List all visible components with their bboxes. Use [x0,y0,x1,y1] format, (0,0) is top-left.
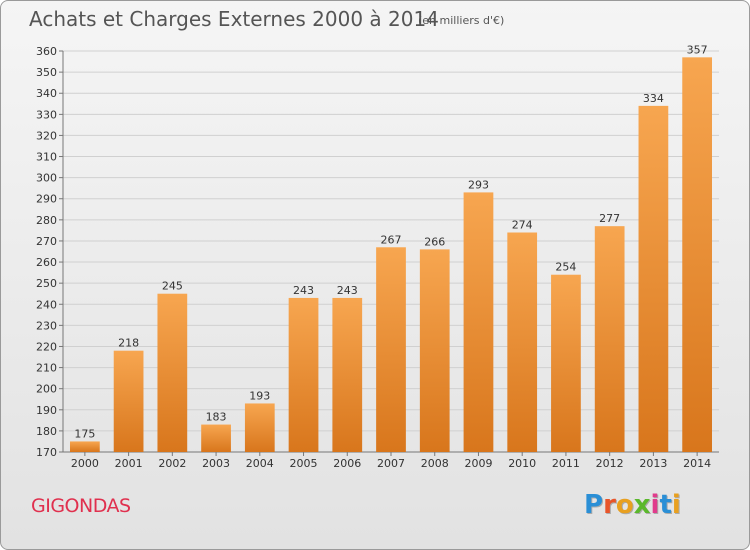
commune-name: GIGONDAS [31,495,131,517]
y-tick-label: 260 [36,256,57,269]
x-tick-label-2012: 2012 [596,457,624,470]
x-tick-label-2003: 2003 [202,457,230,470]
x-tick-label-2005: 2005 [290,457,318,470]
y-tick-label: 310 [36,151,57,164]
logo-letter: x [633,490,651,520]
y-tick-label: 170 [36,446,57,459]
x-tick-label-2011: 2011 [552,457,580,470]
y-tick-label: 210 [36,362,57,375]
value-label-2000: 175 [74,427,95,440]
value-label-2014: 357 [687,43,708,56]
y-tick-label: 280 [36,214,57,227]
value-label-2013: 334 [643,92,664,105]
logo-letter: t [659,490,672,520]
value-label-2004: 193 [249,389,270,402]
x-tick-label-2007: 2007 [377,457,405,470]
y-tick-label: 360 [36,45,57,58]
x-tick-labels: 2000 2001 2002 2003 2004 2005 2006 2007 2008 2009… [71,452,711,470]
x-tick-label-2002: 2002 [158,457,186,470]
value-label-2011: 254 [555,261,576,274]
y-tick-label: 190 [36,404,57,417]
bar-2002 [157,293,188,452]
bar-2010 [507,232,538,452]
x-tick-label-2004: 2004 [246,457,274,470]
bar-2005 [288,297,319,452]
value-label-2009: 293 [468,178,489,191]
bars [69,57,713,453]
bar-2013 [638,105,669,452]
y-tick-label: 270 [36,235,57,248]
x-tick-label-2010: 2010 [508,457,536,470]
y-tick-label: 200 [36,383,57,396]
value-label-2002: 245 [162,280,183,293]
bar-2000 [69,441,100,452]
x-tick-label-2008: 2008 [421,457,449,470]
value-label-2008: 266 [424,235,445,248]
value-label-2012: 277 [599,212,620,225]
bar-2012 [594,226,625,452]
logo-letter: i [650,490,660,520]
y-tick-label: 240 [36,298,57,311]
logo-letter: i [671,490,681,520]
y-tick-label: 330 [36,108,57,121]
y-tick-label: 300 [36,172,57,185]
y-tick-label: 320 [36,129,57,142]
bar-2006 [332,297,363,452]
bar-2009 [463,192,494,452]
x-tick-label-2001: 2001 [115,457,143,470]
value-label-2007: 267 [381,233,402,246]
chart-subtitle: (en milliers d'€) [418,14,505,27]
x-tick-label-2013: 2013 [639,457,667,470]
value-label-2010: 274 [512,219,533,232]
y-tick-label: 350 [36,66,57,79]
bar-2003 [201,424,231,452]
value-label-2001: 218 [118,337,139,350]
y-tick-labels: 170 180 190 200 210 220 230 240 250 260 270 280 290 3… [36,45,57,459]
y-tick-label: 290 [36,193,57,206]
bar-2014 [682,57,713,453]
y-tick-label: 250 [36,277,57,290]
bar-2001 [113,350,144,452]
x-tick-label-2006: 2006 [333,457,361,470]
chart-title: Achats et Charges Externes 2000 à 2014 [29,7,439,31]
bar-2011 [551,274,581,452]
logo-letter: o [615,490,634,520]
y-tick-label: 230 [36,319,57,332]
bar-2008 [419,249,450,452]
value-label-2003: 183 [206,411,227,424]
logo-letter: r [603,490,616,520]
bar-2004 [244,403,275,452]
y-tick-label: 220 [36,340,57,353]
x-tick-label-2000: 2000 [71,457,99,470]
logo-letter: P [584,490,604,520]
value-labels: 175 218 245 183 193 243 243 267 266 293 274 254 277 3… [74,43,707,440]
bar-2007 [376,247,406,452]
y-tick-label: 180 [36,425,57,438]
value-label-2006: 243 [337,284,358,297]
y-tick-label: 340 [36,87,57,100]
value-label-2005: 243 [293,284,314,297]
proxiti-logo[interactable]: Proxiti [584,490,681,520]
x-tick-label-2009: 2009 [464,457,492,470]
x-tick-label-2014: 2014 [683,457,711,470]
